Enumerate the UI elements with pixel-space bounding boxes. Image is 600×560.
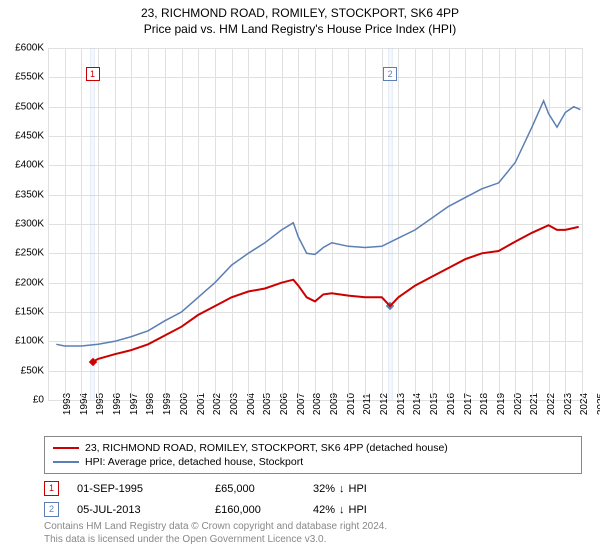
legend-swatch [53,447,79,449]
sales-list: 1 01-SEP-1995 £65,000 32%↓HPI 2 05-JUL-2013 £1… [44,478,582,520]
sale-row: 2 05-JUL-2013 £160,000 42%↓HPI [44,499,582,520]
copyright-notice: Contains HM Land Registry data © Crown c… [44,520,582,546]
legend-label: 23, RICHMOND ROAD, ROMILEY, STOCKPORT, S… [85,442,448,454]
down-arrow-icon: ↓ [339,504,345,516]
plot-area: £0£50K£100K£150K£200K£250K£300K£350K£400… [48,48,582,400]
sale-price: £65,000 [215,483,295,495]
legend: 23, RICHMOND ROAD, ROMILEY, STOCKPORT, S… [44,436,582,474]
legend-item: HPI: Average price, detached house, Stoc… [53,455,573,469]
y-axis-label: £50K [21,365,44,376]
y-axis-label: £550K [15,72,44,83]
y-axis-label: £100K [15,336,44,347]
x-axis-label: 2025 [582,393,600,415]
y-axis-label: £400K [15,160,44,171]
series-hpi [56,101,580,346]
y-axis-label: £350K [15,189,44,200]
down-arrow-icon: ↓ [339,483,345,495]
y-axis-label: £600K [15,43,44,54]
legend-swatch [53,461,79,463]
y-axis-label: £150K [15,307,44,318]
chart-title: 23, RICHMOND ROAD, ROMILEY, STOCKPORT, S… [0,0,600,20]
chart-container: 23, RICHMOND ROAD, ROMILEY, STOCKPORT, S… [0,0,600,560]
sale-row: 1 01-SEP-1995 £65,000 32%↓HPI [44,478,582,499]
chart-subtitle: Price paid vs. HM Land Registry's House … [0,20,600,36]
copyright-line-1: Contains HM Land Registry data © Crown c… [44,520,582,533]
y-axis-label: £500K [15,101,44,112]
sale-badge: 2 [44,502,59,517]
y-axis-label: £250K [15,248,44,259]
gridline-vertical [582,48,583,400]
y-axis-label: £450K [15,131,44,142]
y-axis-label: £0 [33,395,44,406]
y-axis-label: £300K [15,219,44,230]
sale-date: 05-JUL-2013 [77,504,197,516]
legend-label: HPI: Average price, detached house, Stoc… [85,456,303,468]
copyright-line-2: This data is licensed under the Open Gov… [44,533,582,546]
sale-badge: 1 [44,481,59,496]
sale-hpi-delta: 42%↓HPI [313,504,367,516]
y-axis-label: £200K [15,277,44,288]
sale-price: £160,000 [215,504,295,516]
legend-item: 23, RICHMOND ROAD, ROMILEY, STOCKPORT, S… [53,441,573,455]
sale-date: 01-SEP-1995 [77,483,197,495]
series-price_paid [93,225,579,362]
sale-hpi-delta: 32%↓HPI [313,483,367,495]
